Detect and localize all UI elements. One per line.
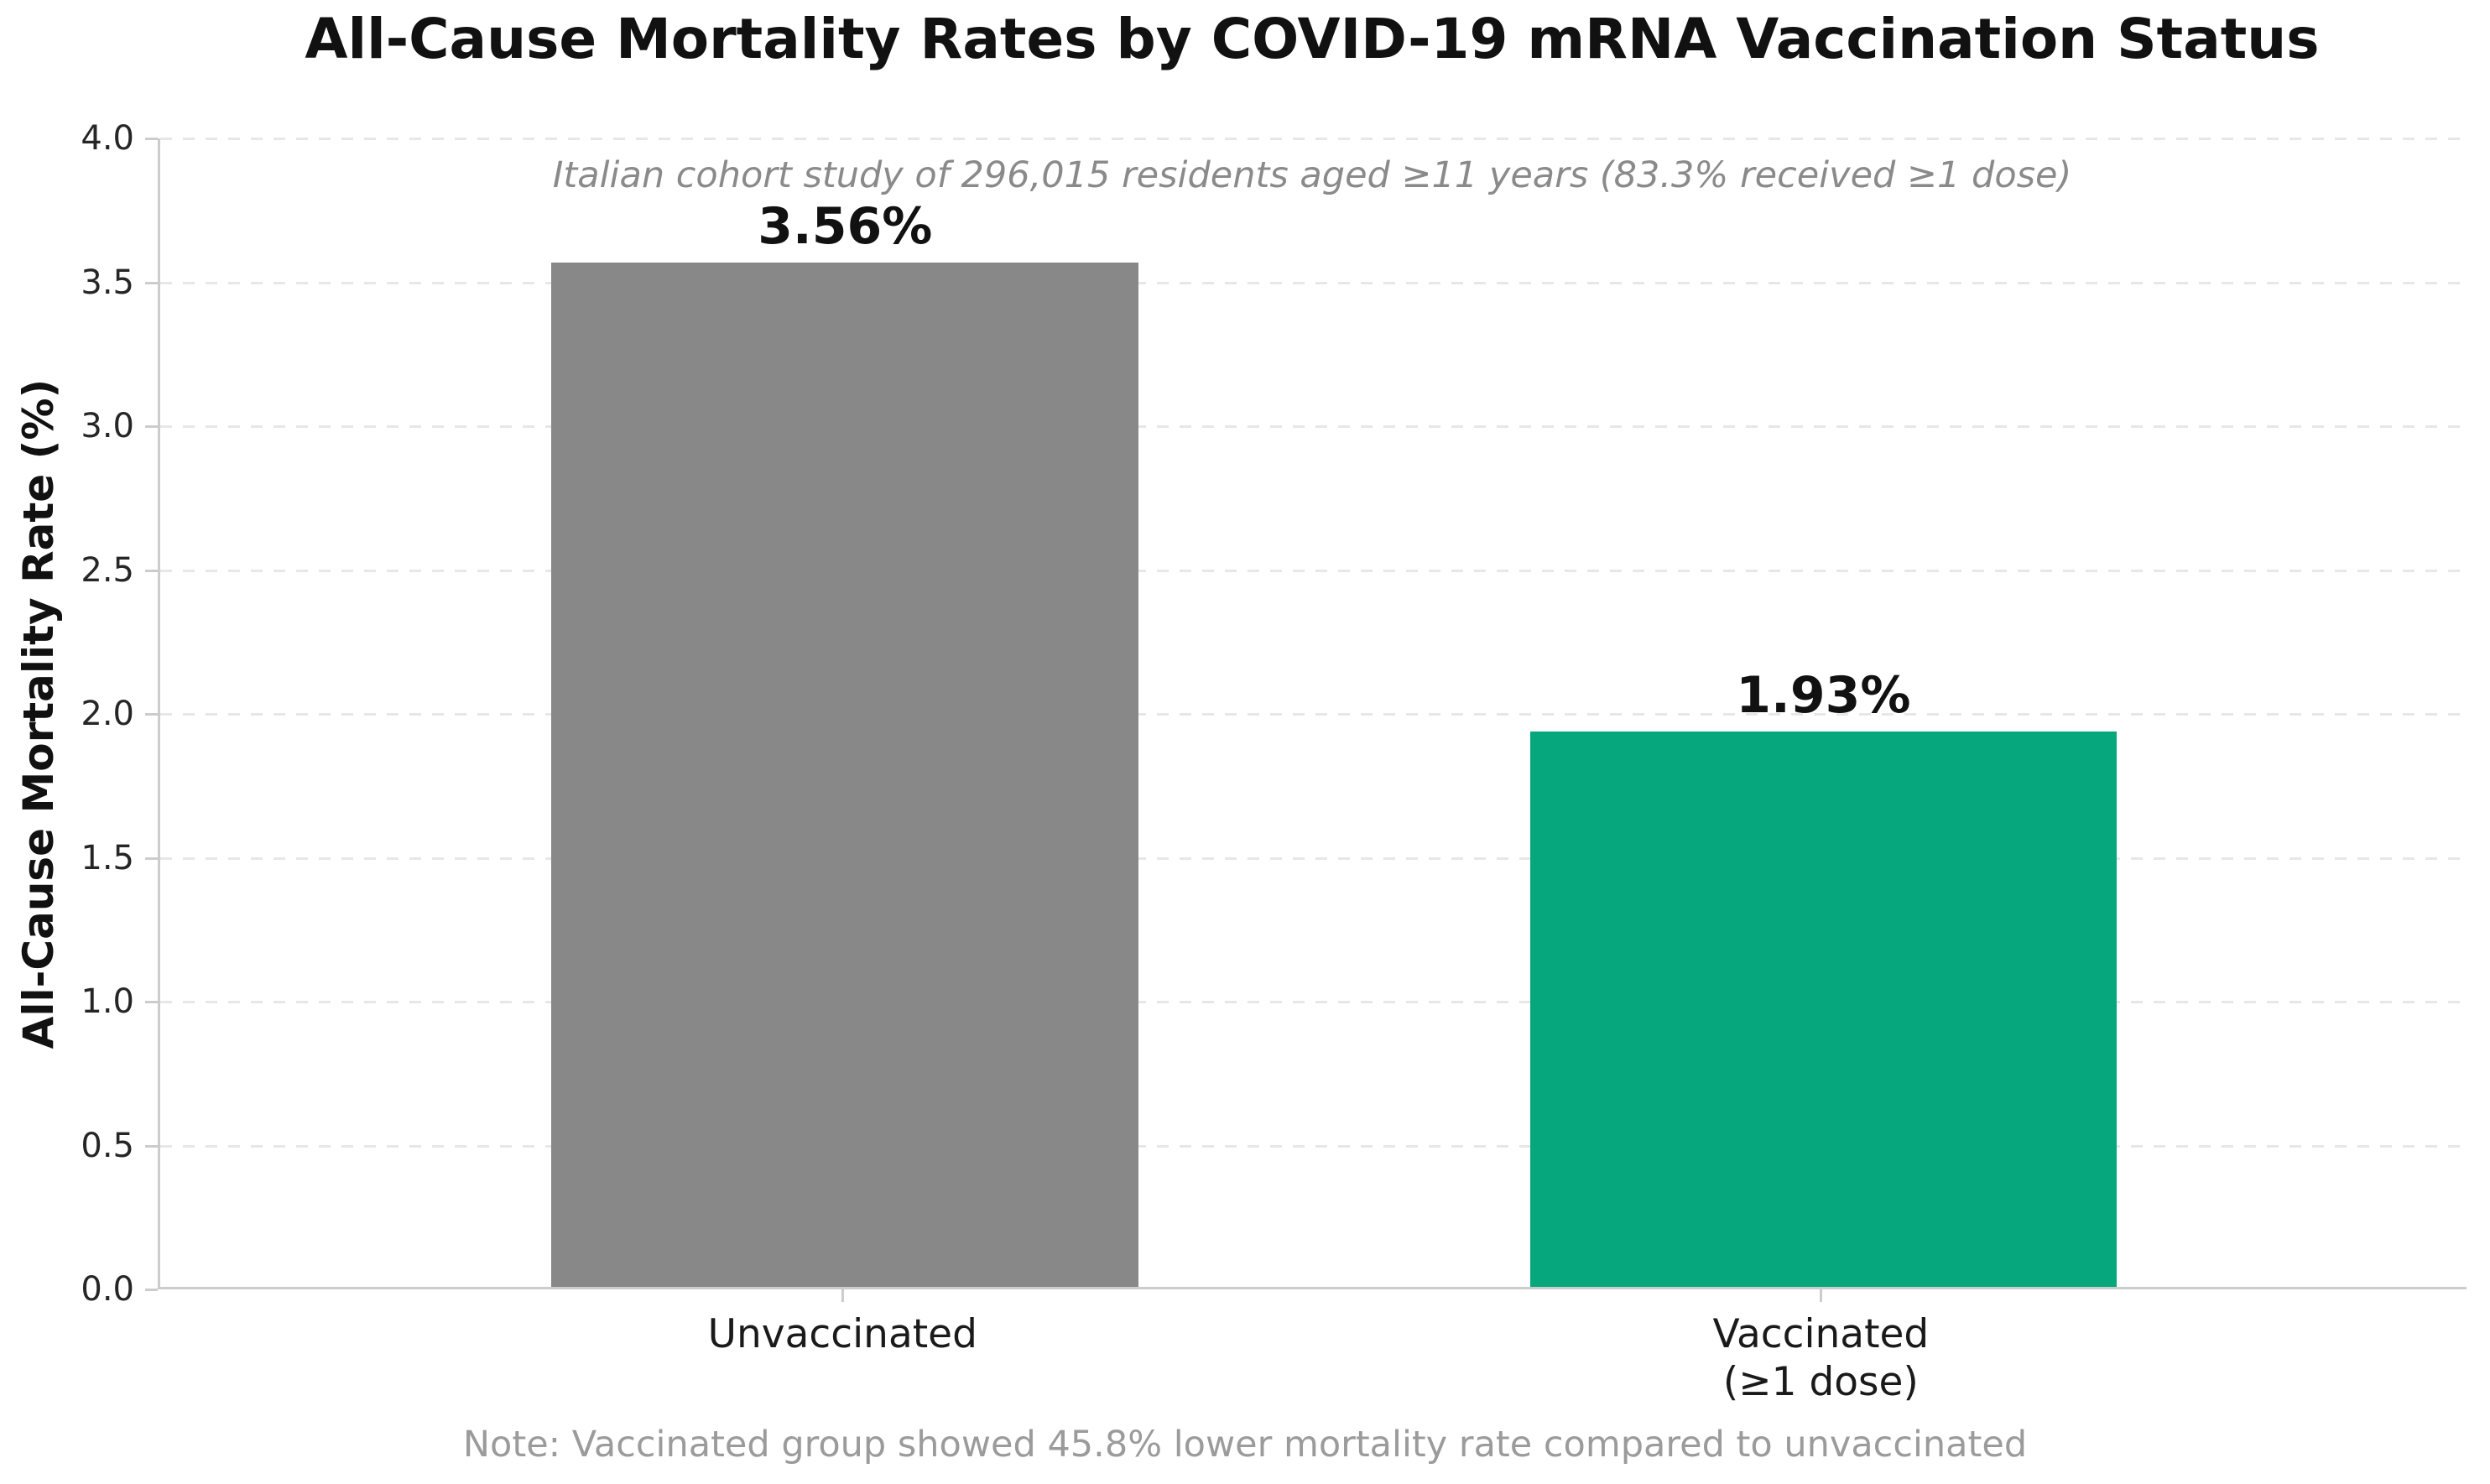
y-gridline: [160, 857, 2467, 860]
x-tick-label: Vaccinated (≥1 dose): [1712, 1311, 1930, 1406]
chart-title: All-Cause Mortality Rates by COVID-19 mR…: [305, 7, 2320, 71]
x-tick-mark: [841, 1289, 845, 1302]
y-gridline: [160, 569, 2467, 572]
x-tick-label: Unvaccinated: [707, 1311, 977, 1357]
y-tick-label: 1.5: [81, 838, 134, 877]
y-gridline: [160, 425, 2467, 428]
y-tick-label: 3.0: [81, 407, 134, 445]
y-tick-mark: [145, 713, 158, 716]
x-tick-mark: [1820, 1289, 1823, 1302]
y-tick-mark: [145, 857, 158, 860]
footnote: Note: Vaccinated group showed 45.8% lowe…: [462, 1424, 2028, 1466]
bar-value-label: 1.93%: [1736, 666, 1911, 726]
bar-vaccinated: 1.93%: [1529, 666, 2118, 1287]
y-gridline: [160, 1001, 2467, 1003]
y-tick-mark: [145, 569, 158, 572]
y-tick-label: 3.5: [81, 263, 134, 302]
y-gridline: [160, 1144, 2467, 1148]
bar-unvaccinated: 3.56%: [551, 197, 1139, 1287]
plot-area: 3.56% 1.93%: [158, 138, 2467, 1289]
y-tick-mark: [145, 138, 158, 140]
y-tick-mark: [145, 281, 158, 284]
y-tick-mark: [145, 1144, 158, 1148]
y-tick-mark: [145, 1289, 158, 1291]
y-gridline: [160, 281, 2467, 284]
y-tick-label: 0.5: [81, 1126, 134, 1165]
chart-subtitle: Italian cohort study of 296,015 resident…: [552, 154, 2072, 196]
y-tick-label: 1.0: [81, 982, 134, 1021]
y-gridline: [160, 713, 2467, 716]
y-gridline: [160, 138, 2467, 140]
bar-value-label: 3.56%: [758, 196, 933, 256]
y-tick-label: 0.0: [81, 1270, 134, 1309]
y-tick-mark: [145, 1001, 158, 1003]
y-tick-label: 2.0: [81, 695, 134, 733]
y-tick-label: 2.5: [81, 550, 134, 590]
y-tick-label: 4.0: [81, 119, 134, 158]
y-tick-mark: [145, 425, 158, 428]
